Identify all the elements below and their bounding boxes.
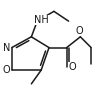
Text: N: N <box>3 43 10 53</box>
Text: O: O <box>3 65 10 75</box>
Text: O: O <box>76 26 83 36</box>
Text: O: O <box>68 62 76 72</box>
Text: NH: NH <box>34 15 49 25</box>
